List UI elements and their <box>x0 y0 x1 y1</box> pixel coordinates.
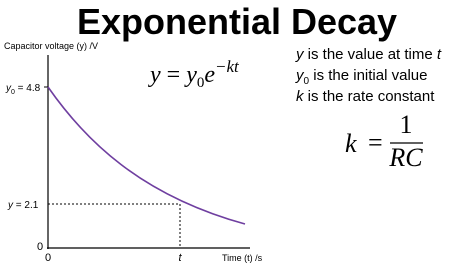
var: y <box>5 83 12 94</box>
label-text: = 4.8 <box>15 83 41 94</box>
denominator: RC <box>388 143 423 172</box>
base: y <box>184 62 197 88</box>
x-axis-label: Time (t) /s <box>222 253 263 263</box>
var: y <box>295 67 305 84</box>
title: Exponential Decay <box>77 1 397 42</box>
note: y0 is the initial value <box>295 67 427 87</box>
note: y is the value at time t <box>295 46 442 63</box>
note: k is the rate constant <box>296 88 435 105</box>
e: e <box>204 62 215 88</box>
var: t <box>437 46 442 63</box>
x-label: 0 <box>45 252 51 264</box>
note-text: is the rate constant <box>304 88 436 105</box>
var: k <box>296 88 305 105</box>
decay-curve <box>47 86 246 225</box>
eq: = <box>161 62 187 88</box>
x-label: t <box>178 252 182 264</box>
sub: 0 <box>304 76 310 87</box>
eq: = <box>368 128 383 157</box>
y-label: y0 = 4.8 <box>5 83 41 96</box>
notes: y is the value at time t y0 is the initi… <box>295 46 442 105</box>
rate-formula: k = 1 RC <box>345 110 423 172</box>
sub: 0 <box>11 89 15 96</box>
exponent: −kt <box>215 57 240 76</box>
note-text: is the value at time <box>304 46 437 63</box>
var: y <box>7 200 14 211</box>
lhs: y <box>148 62 161 88</box>
formula: y = y0e−kt <box>148 57 240 91</box>
lhs: k <box>345 129 357 158</box>
y-label: y = 2.1 <box>7 200 39 211</box>
var: y <box>295 46 305 63</box>
y-label: 0 <box>37 241 43 253</box>
numerator: 1 <box>400 110 413 139</box>
note-text: is the initial value <box>309 67 427 84</box>
label-text: = 2.1 <box>13 200 39 211</box>
y-axis-label: Capacitor voltage (y) /V <box>4 41 98 51</box>
graph: Capacitor voltage (y) /V Time (t) /s y0 … <box>4 41 263 264</box>
sub: 0 <box>197 75 205 91</box>
